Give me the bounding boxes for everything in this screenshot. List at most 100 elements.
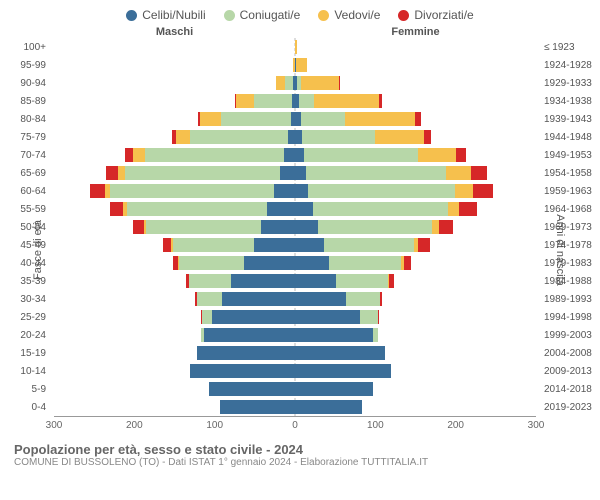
year-label: 1979-1983 bbox=[540, 258, 600, 269]
pyramid-row: 40-441979-1983 bbox=[0, 254, 600, 272]
year-label: 1969-1973 bbox=[540, 222, 600, 233]
bar-segment bbox=[209, 382, 295, 396]
footer-title: Popolazione per età, sesso e stato civil… bbox=[14, 442, 586, 457]
year-label: 2009-2013 bbox=[540, 366, 600, 377]
male-bar bbox=[50, 274, 295, 288]
bar-area bbox=[50, 166, 540, 180]
male-bar bbox=[50, 94, 295, 108]
male-bar bbox=[50, 256, 295, 270]
female-bar bbox=[295, 58, 540, 72]
age-label: 5-9 bbox=[0, 384, 50, 395]
pyramid-row: 35-391984-1988 bbox=[0, 272, 600, 290]
pyramid-row: 95-991924-1928 bbox=[0, 56, 600, 74]
bar-segment bbox=[418, 238, 429, 252]
female-bar bbox=[295, 310, 540, 324]
bar-segment bbox=[456, 148, 467, 162]
female-bar bbox=[295, 382, 540, 396]
pyramid-row: 25-291994-1998 bbox=[0, 308, 600, 326]
bar-segment bbox=[110, 202, 123, 216]
female-bar bbox=[295, 292, 540, 306]
year-label: 1984-1988 bbox=[540, 276, 600, 287]
bar-segment bbox=[106, 166, 117, 180]
age-label: 65-69 bbox=[0, 168, 50, 179]
chart-footer: Popolazione per età, sesso e stato civil… bbox=[0, 436, 600, 468]
bar-segment bbox=[274, 184, 295, 198]
female-bar bbox=[295, 364, 540, 378]
age-label: 90-94 bbox=[0, 78, 50, 89]
bar-segment bbox=[254, 94, 292, 108]
bar-segment bbox=[473, 184, 493, 198]
bar-segment bbox=[190, 364, 295, 378]
bar-area bbox=[50, 310, 540, 324]
bar-area bbox=[50, 346, 540, 360]
male-bar bbox=[50, 112, 295, 126]
female-bar bbox=[295, 130, 540, 144]
bar-segment bbox=[163, 238, 171, 252]
plot-area: 100+≤ 192395-991924-192890-941929-193385… bbox=[54, 38, 536, 416]
bar-area bbox=[50, 148, 540, 162]
year-label: 1939-1943 bbox=[540, 114, 600, 125]
female-bar bbox=[295, 400, 540, 414]
bar-segment bbox=[339, 76, 340, 90]
year-label: 2014-2018 bbox=[540, 384, 600, 395]
pyramid-row: 30-341989-1993 bbox=[0, 290, 600, 308]
bar-segment bbox=[197, 346, 295, 360]
pyramid-row: 65-691954-1958 bbox=[0, 164, 600, 182]
female-bar bbox=[295, 40, 540, 54]
male-bar bbox=[50, 364, 295, 378]
male-bar bbox=[50, 184, 295, 198]
bar-segment bbox=[295, 148, 304, 162]
bar-segment bbox=[110, 184, 273, 198]
age-label: 80-84 bbox=[0, 114, 50, 125]
bar-segment bbox=[295, 382, 373, 396]
bar-segment bbox=[346, 292, 380, 306]
bar-segment bbox=[133, 148, 144, 162]
bar-segment bbox=[318, 220, 432, 234]
year-label: 1974-1978 bbox=[540, 240, 600, 251]
pyramid-row: 90-94 1929-1933 bbox=[0, 74, 600, 92]
bar-segment bbox=[301, 76, 339, 90]
gender-header-row: Maschi Femmine bbox=[0, 26, 600, 38]
year-label: ≤ 1923 bbox=[540, 42, 600, 53]
legend-item: Celibi/Nubili bbox=[126, 8, 205, 22]
pyramid-row: 70-741949-1953 bbox=[0, 146, 600, 164]
x-tick: 100 bbox=[206, 420, 223, 431]
x-tick: 0 bbox=[292, 420, 298, 431]
male-bar bbox=[50, 76, 295, 90]
bar-segment bbox=[295, 310, 360, 324]
male-bar bbox=[50, 310, 295, 324]
bar-segment bbox=[145, 148, 284, 162]
legend-item: Vedovi/e bbox=[318, 8, 380, 22]
bar-area bbox=[50, 328, 540, 342]
female-bar bbox=[295, 94, 540, 108]
female-bar bbox=[295, 220, 540, 234]
year-label: 2019-2023 bbox=[540, 402, 600, 413]
bar-segment bbox=[380, 292, 382, 306]
bar-segment bbox=[295, 202, 313, 216]
pyramid-row: 75-791944-1948 bbox=[0, 128, 600, 146]
bar-area bbox=[50, 382, 540, 396]
female-bar bbox=[295, 202, 540, 216]
bar-area bbox=[50, 130, 540, 144]
bar-segment bbox=[90, 184, 105, 198]
pyramid-row: 80-84 1939-1943 bbox=[0, 110, 600, 128]
bar-segment bbox=[254, 238, 295, 252]
bar-segment bbox=[261, 220, 295, 234]
pyramid-row: 85-891934-1938 bbox=[0, 92, 600, 110]
pyramid-row: 50-541969-1973 bbox=[0, 218, 600, 236]
x-axis-right: 0100200300 bbox=[295, 417, 536, 436]
bar-segment bbox=[471, 166, 487, 180]
age-label: 95-99 bbox=[0, 60, 50, 71]
age-label: 20-24 bbox=[0, 330, 50, 341]
chart-container: Celibi/NubiliConiugati/eVedovi/eDivorzia… bbox=[0, 0, 600, 500]
x-tick: 300 bbox=[528, 420, 545, 431]
bar-segment bbox=[336, 274, 388, 288]
bar-segment bbox=[244, 256, 295, 270]
bar-segment bbox=[176, 130, 191, 144]
bar-segment bbox=[415, 112, 421, 126]
year-label: 1989-1993 bbox=[540, 294, 600, 305]
bar-segment bbox=[220, 400, 295, 414]
year-label: 1959-1963 bbox=[540, 186, 600, 197]
year-label: 1929-1933 bbox=[540, 78, 600, 89]
bar-segment bbox=[295, 238, 324, 252]
